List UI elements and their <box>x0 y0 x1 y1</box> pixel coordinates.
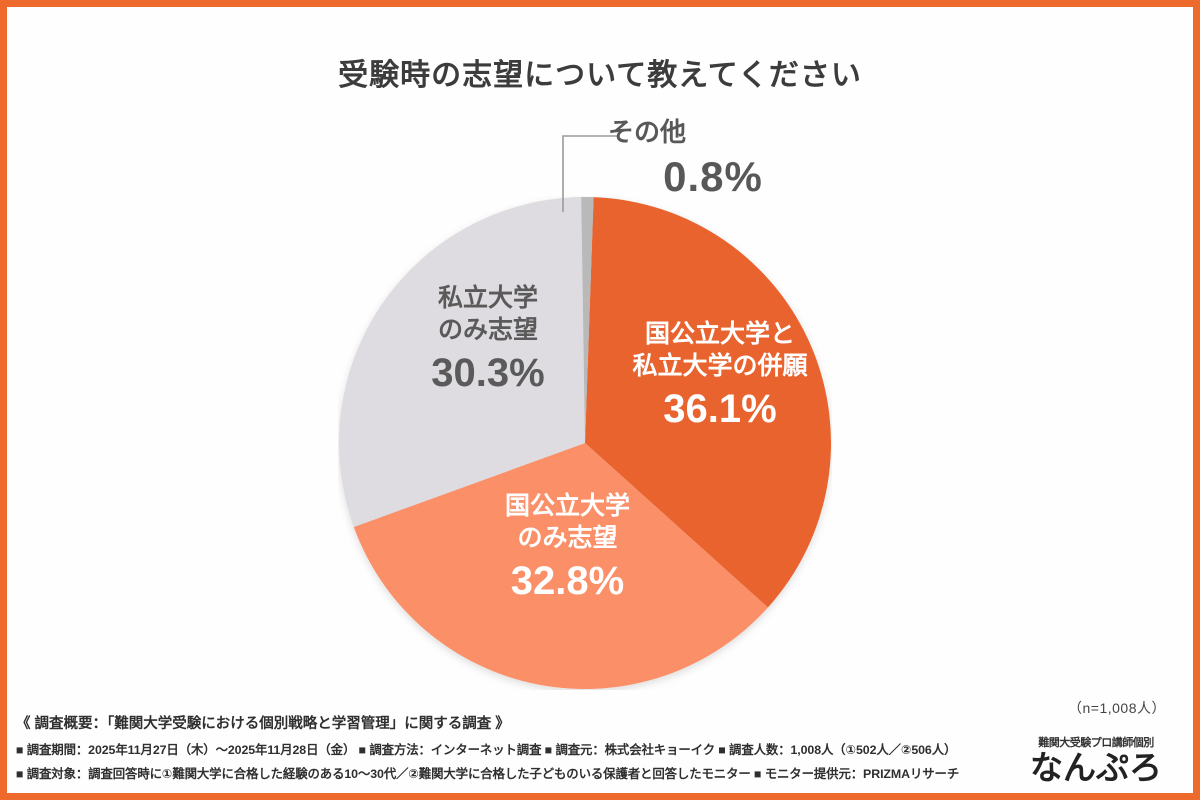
survey-detail-line-2: ■ 調査対象：調査回答時に①難関大学に合格した経験のある10〜30代／②難関大学… <box>16 764 1056 782</box>
survey-footer: 《 調査概要：「難関大学受験における個別戦略と学習管理」に関する調査 》 ■ 調… <box>16 712 1056 788</box>
pie-svg <box>338 196 832 690</box>
frame-border-right <box>1193 0 1200 800</box>
pie-chart <box>338 196 832 690</box>
chart-page: 受験時の志望について教えてください 国公立大学と 私立大学の併願 36.1% 国… <box>0 0 1200 800</box>
frame-border-left <box>0 0 7 800</box>
brand-logo: 難関大受験プロ講師個別 なんぷろ <box>1016 734 1176 784</box>
sample-size-note: （n=1,008人） <box>1068 698 1166 718</box>
brand-logo-tagline: 難関大受験プロ講師個別 <box>1016 734 1176 750</box>
survey-summary-heading: 《 調査概要：「難関大学受験における個別戦略と学習管理」に関する調査 》 <box>16 712 1056 733</box>
slice-label-other: その他 0.8% <box>608 112 818 201</box>
frame-border-bottom <box>0 793 1200 800</box>
survey-detail-line-1: ■ 調査期間：2025年11月27日（木）〜2025年11月28日（金） ■ 調… <box>16 740 1056 758</box>
brand-logo-name: なんぷろ <box>1016 751 1176 784</box>
slice-value-other: 0.8% <box>608 153 818 201</box>
pie-slices <box>339 197 831 689</box>
chart-title: 受験時の志望について教えてください <box>0 50 1200 94</box>
slice-label-other-name: その他 <box>608 112 818 149</box>
frame-border-top <box>0 0 1200 7</box>
